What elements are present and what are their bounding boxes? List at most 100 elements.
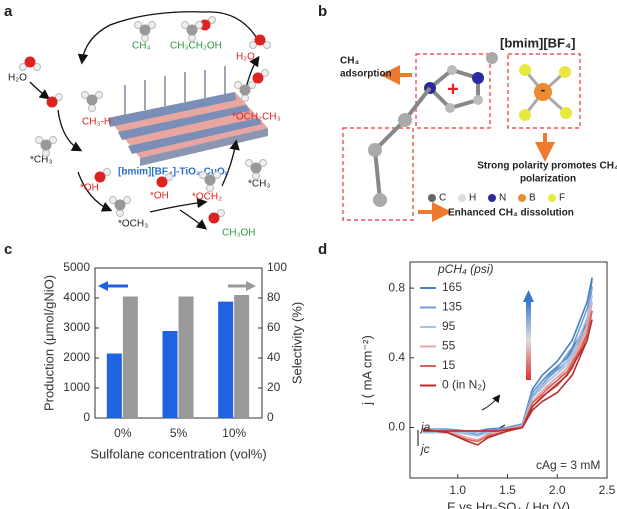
label: Strong polarity promotes CH₄ [477, 161, 617, 172]
atom [241, 94, 249, 102]
legend-label: 165 [442, 280, 462, 294]
bar [234, 295, 250, 418]
y-tick-label: 2000 [63, 350, 90, 364]
label: *OH [80, 183, 99, 194]
atom [46, 96, 58, 108]
panel-label: b [318, 3, 327, 20]
x-tick-label: 0% [114, 426, 132, 440]
y-tick-label: 1000 [63, 380, 90, 394]
atom [206, 184, 214, 192]
y-tick-label: 0 [83, 410, 90, 424]
atom [263, 41, 271, 49]
atom-label: H [469, 193, 476, 204]
atom [199, 171, 207, 179]
atom [254, 34, 266, 46]
atom-label: B [529, 193, 536, 204]
atom [123, 196, 131, 204]
x-tick-label: 1.5 [499, 483, 516, 497]
atom [86, 94, 98, 106]
label: *CH₃ [30, 155, 52, 166]
cv-curve [422, 319, 593, 446]
plot-frame [409, 261, 608, 479]
legend-label: 55 [442, 339, 456, 353]
catalyst-slab [108, 66, 268, 166]
y2-tick-label: 100 [267, 260, 287, 274]
atom [19, 63, 27, 71]
panel-label: a [4, 3, 13, 20]
label: adsorption [340, 69, 392, 80]
label: *OCH₂CH₃ [232, 112, 281, 123]
x-tick-label: 10% [222, 426, 246, 440]
cycle-arrows [29, 11, 260, 230]
atom [181, 21, 189, 29]
legend-label: 135 [442, 300, 462, 314]
atom [245, 159, 253, 167]
x-axis-label: E vs Hg₂SO₄ / Hg (V) [447, 499, 570, 509]
bar [122, 296, 138, 418]
atom [204, 174, 216, 186]
y-tick-label: 0.8 [388, 280, 405, 294]
svg-text:+: + [447, 78, 459, 100]
y-tick-label: 3000 [63, 320, 90, 334]
bar [106, 353, 122, 418]
atom [213, 171, 221, 179]
label: H₂O [236, 52, 255, 63]
atom [252, 172, 260, 180]
atom [95, 91, 103, 99]
y-axis-label: j ( mA cm⁻²) [359, 335, 374, 406]
atom [234, 81, 242, 89]
y-tick-label: 5000 [63, 260, 90, 274]
label: CH₃OH [222, 228, 256, 239]
atom [40, 139, 52, 151]
label: polarization [520, 174, 576, 185]
label: CH₃-H [82, 117, 111, 128]
atom-label: C [439, 193, 446, 204]
atom [134, 21, 142, 29]
y-tick-label: 0.4 [388, 350, 405, 364]
atom [103, 168, 111, 176]
atom [49, 136, 57, 144]
atom [88, 104, 96, 112]
atom [186, 24, 198, 36]
label: Enhanced CH₄ dissolution [448, 208, 574, 219]
bar [218, 301, 234, 418]
label: CH₄ [340, 56, 359, 67]
bf4-molecule: - [519, 64, 572, 121]
y2-tick-label: 60 [267, 320, 281, 334]
label: CH₄ [132, 41, 151, 52]
atom [239, 84, 251, 96]
atom [217, 209, 225, 217]
atom [116, 209, 124, 217]
direction-arrows [98, 281, 534, 446]
y2-tick-label: 80 [267, 290, 281, 304]
x-tick-label: 2.0 [549, 483, 566, 497]
label: *OCH₂ [192, 192, 222, 203]
atom [35, 136, 43, 144]
bmim-molecule: + [368, 52, 498, 207]
annotation: ja [419, 420, 431, 434]
atom [33, 63, 41, 71]
y2-tick-label: 0 [267, 410, 274, 424]
panel-label: d [318, 241, 327, 258]
atom [81, 91, 89, 99]
atom [261, 69, 269, 77]
atom [141, 34, 149, 42]
atom [249, 41, 257, 49]
atom [42, 149, 50, 157]
atom [250, 162, 262, 174]
atom [248, 81, 256, 89]
bar [162, 331, 178, 418]
atom [55, 93, 63, 101]
highlight-boxes [342, 53, 581, 221]
y2-tick-label: 20 [267, 380, 281, 394]
atom [252, 72, 264, 84]
atom [148, 21, 156, 29]
label: CH₃CH₂OH [170, 41, 222, 52]
annotation: cAg = 3 mM [536, 458, 600, 472]
panel-label: c [4, 241, 12, 258]
legend-title: pCH₄ (psi) [437, 262, 493, 276]
legend-label: 95 [442, 319, 456, 333]
label: *OCH₃ [118, 219, 148, 230]
atom [259, 159, 267, 167]
